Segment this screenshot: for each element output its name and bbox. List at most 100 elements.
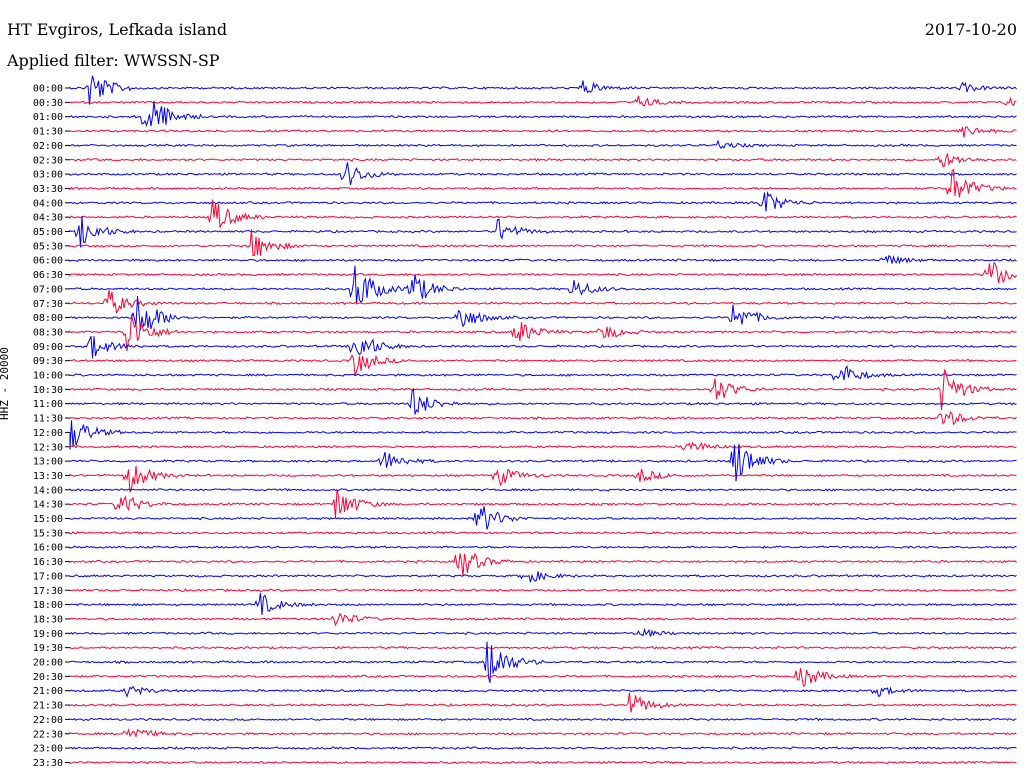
row-label: 04:30 — [33, 213, 63, 224]
row-label: 17:00 — [33, 571, 63, 582]
trace-1530 — [69, 531, 1017, 535]
row-label: 01:00 — [33, 112, 63, 123]
trace-1500 — [69, 506, 1017, 530]
row-label: 00:30 — [33, 98, 63, 109]
row-label: 20:00 — [33, 658, 63, 669]
row-label: 19:30 — [33, 643, 63, 654]
row-label: 06:30 — [33, 270, 63, 281]
row-label: 16:00 — [33, 543, 63, 554]
trace-1700 — [69, 571, 1017, 583]
station-title: HT Evgiros, Lefkada island — [7, 20, 228, 39]
row-label: 10:00 — [33, 371, 63, 382]
row-label: 07:00 — [33, 284, 63, 295]
trace-2230 — [69, 728, 1017, 739]
trace-1000 — [69, 365, 1017, 381]
row-label: 07:30 — [33, 299, 63, 310]
trace-0600 — [69, 254, 1017, 265]
row-label: 15:00 — [33, 514, 63, 525]
trace-1400 — [69, 487, 1017, 492]
trace-1930 — [69, 645, 1017, 650]
row-label: 18:00 — [33, 600, 63, 611]
filter-label: Applied filter: WWSSN-SP — [7, 51, 220, 70]
row-label: 23:00 — [33, 744, 63, 755]
row-label: 19:00 — [33, 629, 63, 640]
trace-0500 — [69, 215, 1017, 248]
row-label: 05:30 — [33, 241, 63, 252]
trace-1100 — [69, 388, 1017, 415]
trace-1830 — [69, 612, 1017, 627]
row-label: 08:00 — [33, 313, 63, 324]
row-label: 10:30 — [33, 385, 63, 396]
trace-1200 — [69, 420, 1017, 450]
trace-0400 — [69, 190, 1017, 212]
row-label: 20:30 — [33, 672, 63, 683]
trace-1730 — [69, 588, 1017, 593]
trace-1300 — [69, 443, 1017, 482]
trace-0130 — [69, 125, 1017, 138]
row-label: 22:00 — [33, 715, 63, 726]
row-label: 09:30 — [33, 356, 63, 367]
trace-1230 — [69, 441, 1017, 452]
row-label: 01:30 — [33, 127, 63, 138]
trace-0230 — [69, 153, 1017, 168]
trace-0000 — [69, 75, 1017, 105]
trace-2130 — [69, 692, 1017, 713]
record-date: 2017-10-20 — [924, 20, 1017, 39]
trace-1130 — [69, 411, 1017, 426]
row-label: 06:00 — [33, 256, 63, 267]
row-label: 02:00 — [33, 141, 63, 152]
trace-0430 — [69, 199, 1017, 228]
row-label: 13:30 — [33, 471, 63, 482]
row-label: 03:30 — [33, 184, 63, 195]
row-label: 12:30 — [33, 442, 63, 453]
trace-0100 — [69, 101, 1017, 128]
trace-2100 — [69, 685, 1017, 698]
trace-1330 — [69, 465, 1017, 494]
row-label: 23:30 — [33, 758, 63, 769]
trace-2000 — [69, 641, 1017, 683]
trace-2030 — [69, 668, 1017, 687]
trace-1430 — [69, 488, 1017, 519]
row-label: 13:00 — [33, 457, 63, 468]
row-label: 15:30 — [33, 528, 63, 539]
trace-2200 — [69, 717, 1017, 722]
row-label: 11:30 — [33, 414, 63, 425]
row-label: 03:00 — [33, 170, 63, 181]
row-label: 16:30 — [33, 557, 63, 568]
row-label: 11:00 — [33, 399, 63, 410]
row-label: 17:30 — [33, 586, 63, 597]
row-label: 02:30 — [33, 155, 63, 166]
row-label: 14:00 — [33, 485, 63, 496]
trace-0200 — [69, 139, 1017, 150]
row-label: 04:00 — [33, 198, 63, 209]
row-label: 18:30 — [33, 614, 63, 625]
trace-0800 — [69, 296, 1017, 331]
trace-0330 — [69, 168, 1017, 198]
trace-0700 — [69, 265, 1017, 305]
row-label: 12:00 — [33, 428, 63, 439]
row-label: 21:30 — [33, 701, 63, 712]
row-label: 14:30 — [33, 500, 63, 511]
trace-0730 — [69, 289, 1017, 314]
trace-0630 — [69, 261, 1017, 284]
row-label: 21:00 — [33, 686, 63, 697]
trace-1630 — [69, 552, 1017, 577]
trace-1900 — [69, 627, 1017, 637]
trace-0300 — [69, 162, 1017, 185]
trace-0830 — [69, 314, 1017, 352]
row-label: 00:00 — [33, 84, 63, 95]
row-label: 05:00 — [33, 227, 63, 238]
trace-0530 — [69, 229, 1017, 257]
row-label: 08:30 — [33, 327, 63, 338]
trace-1800 — [69, 592, 1017, 616]
trace-2300 — [69, 746, 1017, 750]
trace-0900 — [69, 335, 1017, 359]
trace-1030 — [69, 369, 1017, 411]
row-label: 22:30 — [33, 729, 63, 740]
trace-0930 — [69, 353, 1017, 376]
trace-2330 — [69, 760, 1017, 765]
row-label: 09:00 — [33, 342, 63, 353]
trace-0030 — [69, 95, 1017, 107]
trace-1600 — [69, 545, 1017, 549]
